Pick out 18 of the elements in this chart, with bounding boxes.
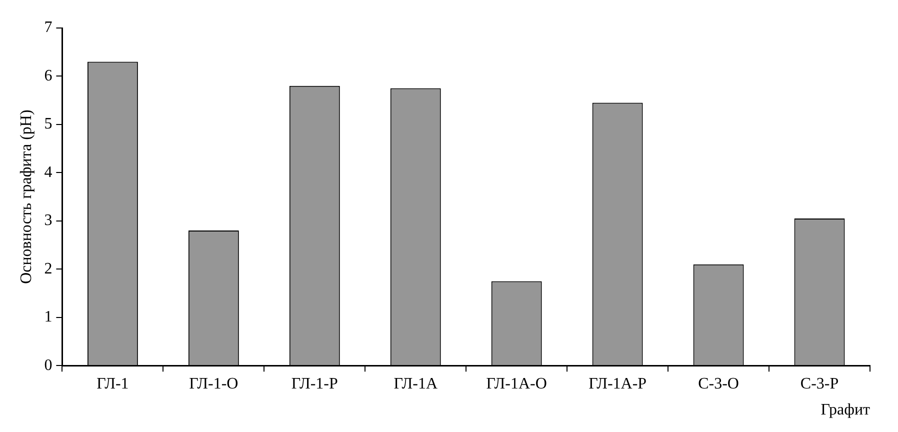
x-axis-title: Графит — [820, 402, 870, 419]
x-tick-label: ГЛ-1А — [394, 375, 438, 392]
x-tick-label: С-3-Р — [800, 375, 839, 392]
y-tick-label: 4 — [44, 164, 52, 181]
x-tick-label: ГЛ-1А-Р — [588, 375, 647, 392]
y-tick-label: 5 — [44, 116, 52, 133]
y-tick-label: 6 — [44, 67, 52, 84]
y-tick-label: 2 — [44, 260, 52, 278]
x-tick-label: С-3-О — [698, 375, 739, 392]
x-tick-label: ГЛ-1-О — [189, 375, 238, 392]
y-tick-label: 7 — [44, 19, 52, 36]
x-tick-label: ГЛ-1-Р — [291, 375, 338, 392]
y-axis-title: Основность графита (pH) — [18, 110, 35, 284]
x-tick-label: ГЛ-1 — [96, 375, 129, 392]
y-tick-label: 3 — [44, 212, 52, 230]
x-tick-label: ГЛ-1А-О — [486, 375, 547, 392]
y-tick-label: 0 — [44, 356, 52, 374]
y-tick-label: 1 — [44, 308, 52, 326]
